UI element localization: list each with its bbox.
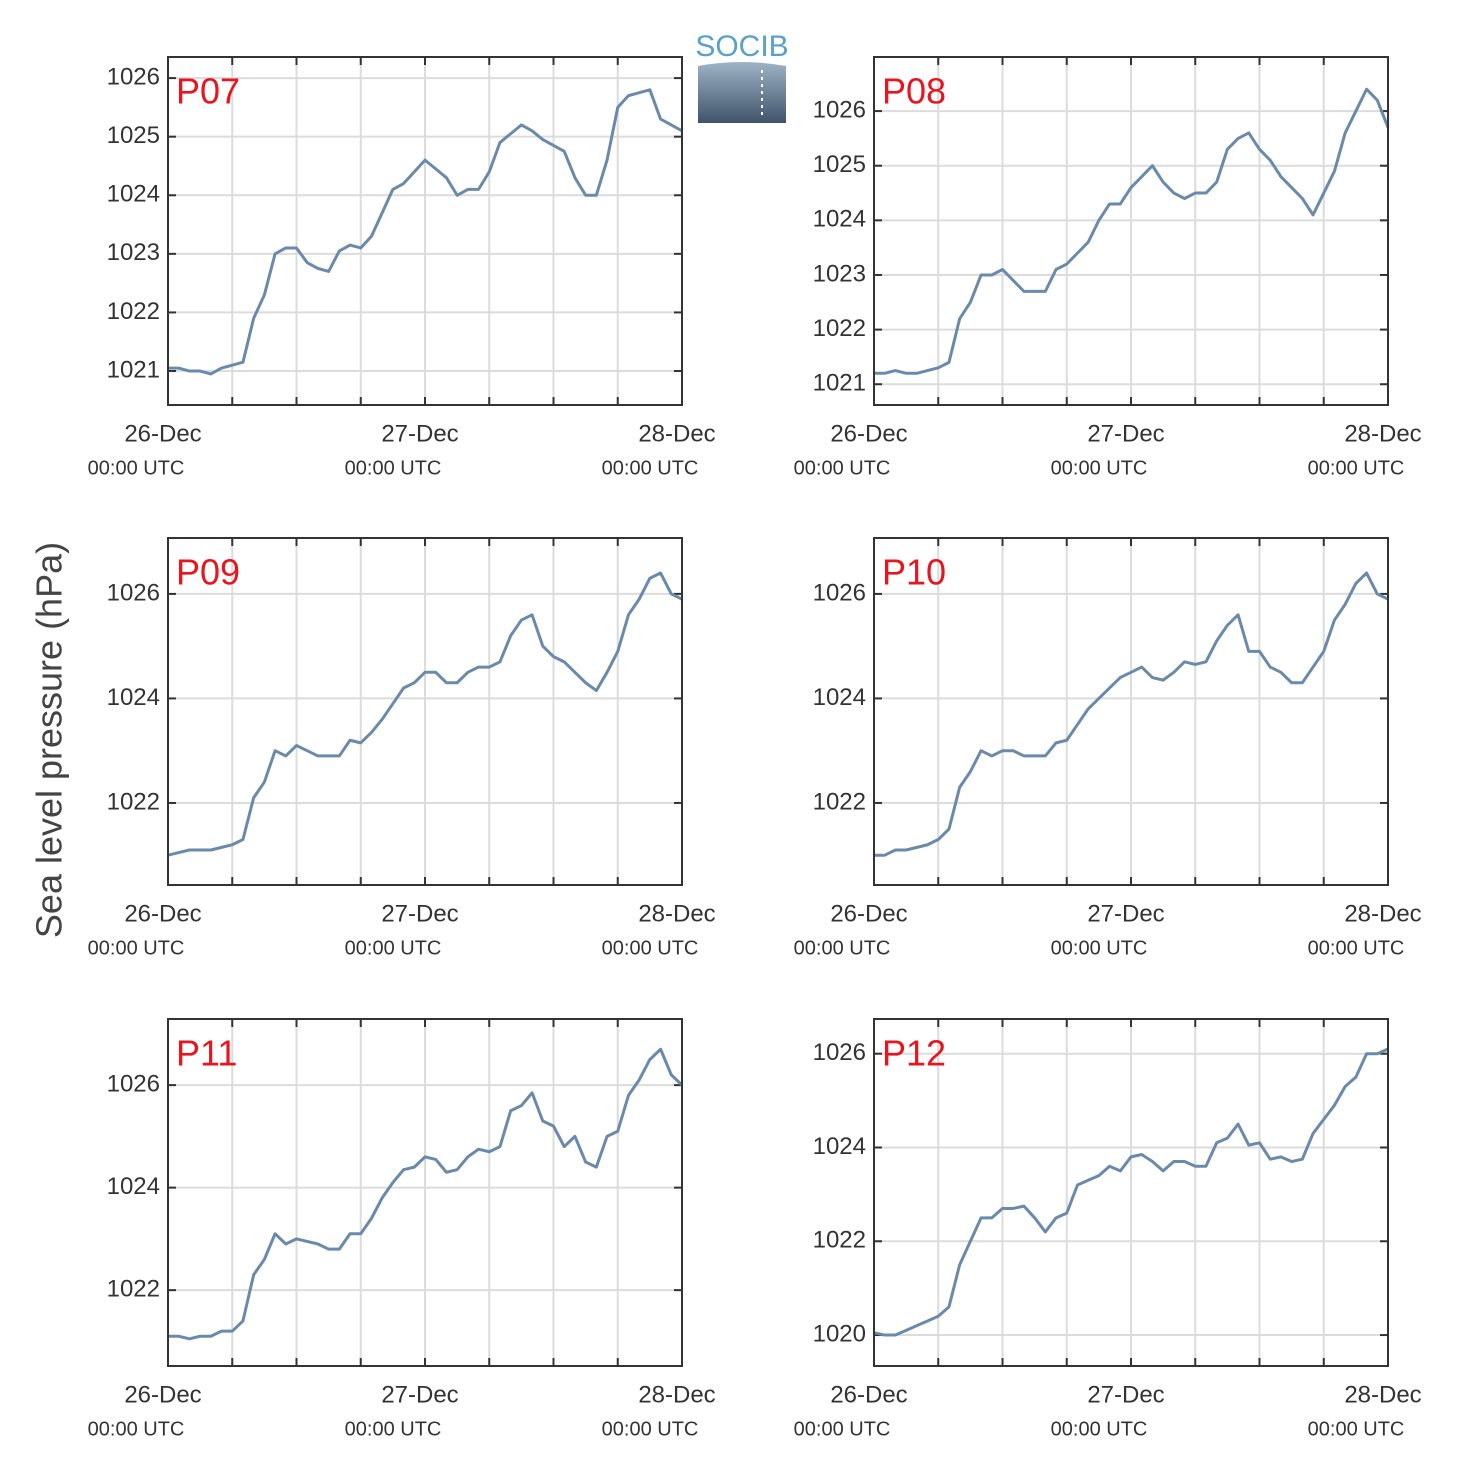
panel: 26-Dec 00:00 UTC 27-Dec 00:00 UTC 28-Dec 00:0… — [88, 1018, 716, 1440]
x-tick-label: 26-Dec — [124, 900, 201, 927]
x-tick-label: 28-Dec — [1344, 900, 1421, 927]
line — [874, 87, 1390, 375]
y-tick-label: 1022 — [813, 788, 866, 815]
x-tick-sublabel: 00:00 UTC — [1051, 457, 1148, 479]
x-tick-label: 28-Dec — [638, 420, 715, 447]
x-tick-sublabel: 00:00 UTC — [602, 457, 699, 479]
y-tick-label: 1024 — [813, 206, 866, 233]
x-tick-sublabel: 00:00 UTC — [345, 1418, 442, 1440]
y-tick-label: 1025 — [813, 151, 866, 178]
x-tick-sublabel: 00:00 UTC — [1051, 1418, 1148, 1440]
x-tick-sublabel: 00:00 UTC — [794, 457, 891, 479]
panel: 26-Dec 00:00 UTC 27-Dec 00:00 UTC 28-Dec 00:0… — [88, 537, 716, 959]
y-tick-label: 1023 — [813, 260, 866, 287]
logo: SOCIB — [695, 30, 789, 123]
y-tick-label: 1023 — [107, 239, 160, 266]
line — [874, 571, 1389, 857]
y-tick-label: 1022 — [107, 788, 160, 815]
y-tick-label: 1024 — [813, 1133, 866, 1160]
y-tick-label: 1022 — [813, 1227, 866, 1254]
panel: 26-Dec 00:00 UTC 27-Dec 00:00 UTC 28-Dec 00:0… — [88, 56, 716, 479]
x-tick-label: 26-Dec — [830, 420, 907, 447]
plot-frame — [167, 56, 683, 406]
x-tick-sublabel: 00:00 UTC — [345, 937, 442, 959]
panel-title: P07 — [176, 71, 240, 112]
y-tick-label: 1026 — [813, 579, 866, 606]
y-tick-label: 1026 — [107, 579, 160, 606]
y-tick-label: 1026 — [107, 1070, 160, 1097]
x-tick-label: 27-Dec — [1087, 420, 1164, 447]
panel-title: P11 — [176, 1033, 237, 1074]
line — [167, 571, 683, 857]
x-tick-label: 28-Dec — [1344, 420, 1421, 447]
panel-title: P12 — [882, 1033, 946, 1074]
x-tick-sublabel: 00:00 UTC — [345, 457, 442, 479]
x-tick-sublabel: 00:00 UTC — [1308, 457, 1405, 479]
x-tick-label: 26-Dec — [124, 420, 201, 447]
y-tick-label: 1022 — [813, 315, 866, 342]
x-tick-sublabel: 00:00 UTC — [1051, 937, 1148, 959]
x-tick-label: 26-Dec — [124, 1381, 201, 1408]
panel-title: P09 — [176, 552, 240, 593]
panel: 26-Dec 00:00 UTC 27-Dec 00:00 UTC 28-Dec 00:0… — [794, 1018, 1422, 1440]
y-tick-label: 1026 — [813, 1039, 866, 1066]
y-tick-label: 1024 — [813, 684, 866, 711]
line — [168, 88, 683, 376]
y-tick-label: 1024 — [107, 181, 160, 208]
y-tick-label: 1021 — [813, 370, 866, 397]
line — [873, 1047, 1389, 1337]
y-tick-label: 1025 — [107, 122, 160, 149]
x-tick-label: 26-Dec — [830, 900, 907, 927]
y-tick-label: 1022 — [107, 298, 160, 325]
x-tick-sublabel: 00:00 UTC — [88, 1418, 185, 1440]
y-tick-label: 1021 — [107, 356, 160, 383]
x-tick-label: 27-Dec — [381, 420, 458, 447]
plot-frame — [873, 537, 1389, 886]
x-tick-label: 28-Dec — [1344, 1381, 1421, 1408]
plot-frame — [167, 537, 683, 886]
plot-frame — [873, 56, 1389, 406]
y-tick-label: 1026 — [107, 63, 160, 90]
y-tick-label: 1024 — [107, 1173, 160, 1200]
line — [168, 1047, 684, 1341]
logo-shape — [698, 62, 786, 123]
x-tick-sublabel: 00:00 UTC — [794, 1418, 891, 1440]
panel-title: P08 — [882, 71, 946, 112]
panel: 26-Dec 00:00 UTC 27-Dec 00:00 UTC 28-Dec 00:0… — [794, 537, 1422, 959]
x-tick-sublabel: 00:00 UTC — [88, 937, 185, 959]
x-tick-label: 28-Dec — [638, 1381, 715, 1408]
y-tick-label: 1024 — [107, 684, 160, 711]
logo-text: SOCIB — [695, 30, 788, 63]
y-tick-label: 1020 — [813, 1320, 866, 1347]
x-tick-sublabel: 00:00 UTC — [1308, 1418, 1405, 1440]
x-tick-label: 28-Dec — [638, 900, 715, 927]
x-tick-label: 27-Dec — [381, 1381, 458, 1408]
y-axis-label: Sea level pressure (hPa) — [29, 542, 70, 938]
x-tick-sublabel: 00:00 UTC — [1308, 937, 1405, 959]
y-tick-label: 1022 — [107, 1275, 160, 1302]
panel: 26-Dec 00:00 UTC 27-Dec 00:00 UTC 28-Dec 00:0… — [794, 56, 1422, 479]
plot-frame — [873, 1018, 1389, 1367]
x-tick-label: 27-Dec — [1087, 900, 1164, 927]
x-tick-sublabel: 00:00 UTC — [794, 937, 891, 959]
x-tick-sublabel: 00:00 UTC — [88, 457, 185, 479]
plot-frame — [167, 1018, 683, 1367]
x-tick-label: 26-Dec — [830, 1381, 907, 1408]
y-tick-label: 1026 — [813, 96, 866, 123]
x-tick-label: 27-Dec — [1087, 1381, 1164, 1408]
x-tick-label: 27-Dec — [381, 900, 458, 927]
panel-title: P10 — [882, 552, 946, 593]
x-tick-sublabel: 00:00 UTC — [602, 937, 699, 959]
x-tick-sublabel: 00:00 UTC — [602, 1418, 699, 1440]
